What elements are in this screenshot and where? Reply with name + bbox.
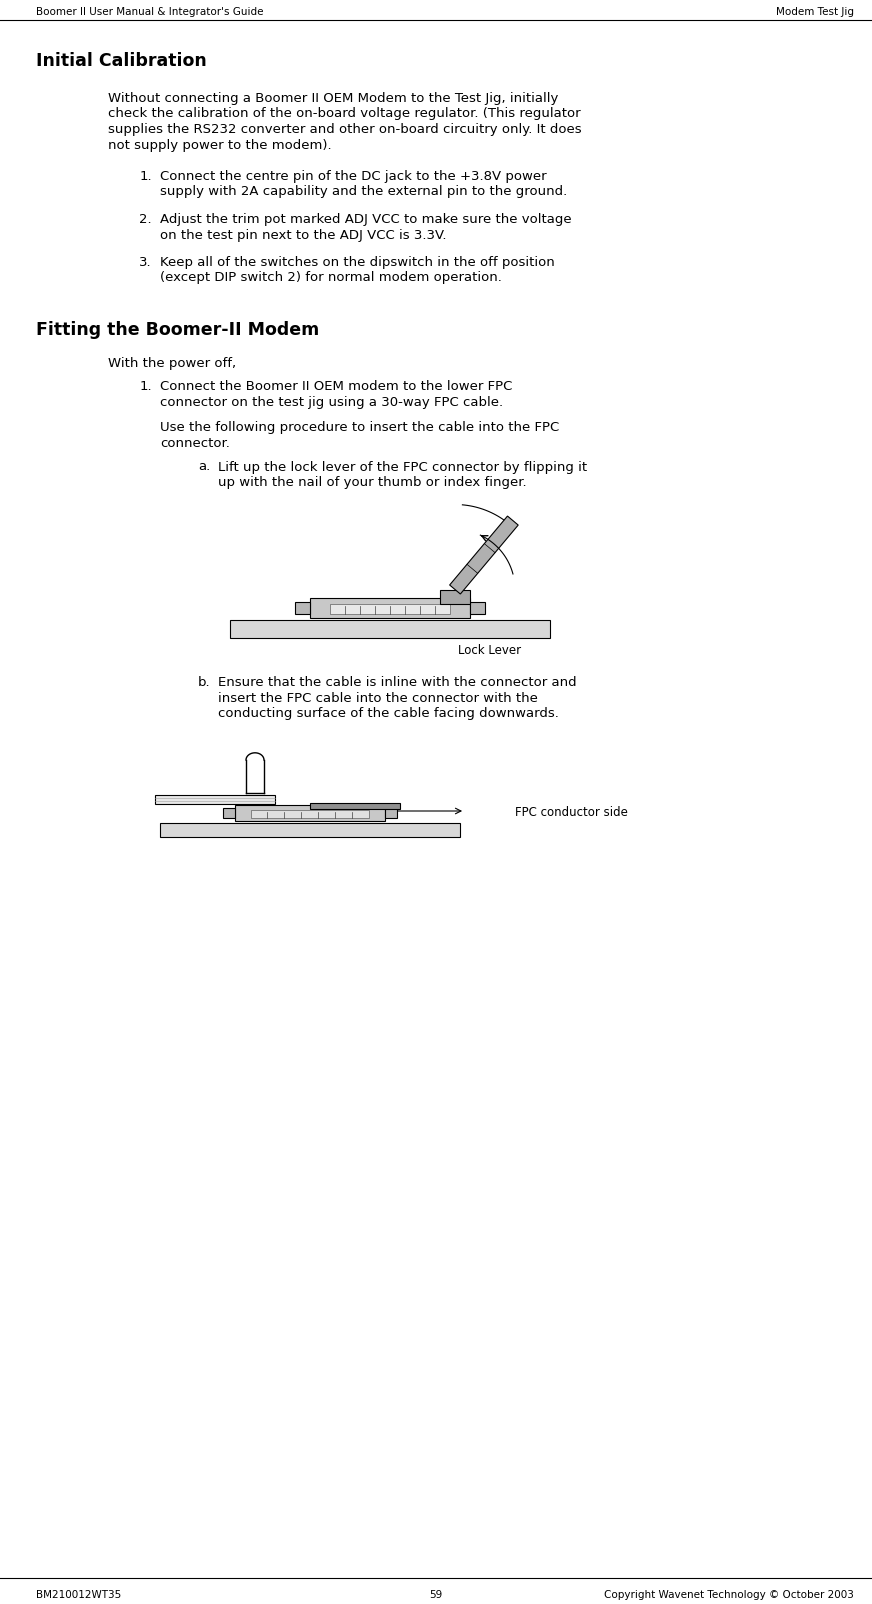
Text: Use the following procedure to insert the cable into the FPC: Use the following procedure to insert th… <box>160 422 559 435</box>
Bar <box>310 804 400 808</box>
Bar <box>330 603 450 613</box>
Bar <box>251 810 369 818</box>
Bar <box>155 796 275 804</box>
Text: insert the FPC cable into the connector with the: insert the FPC cable into the connector … <box>218 691 538 706</box>
Text: 3.: 3. <box>140 257 152 269</box>
Bar <box>470 602 485 613</box>
Text: Adjust the trim pot marked ADJ VCC to make sure the voltage: Adjust the trim pot marked ADJ VCC to ma… <box>160 213 572 226</box>
Text: 1.: 1. <box>140 380 152 393</box>
Text: conducting surface of the cable facing downwards.: conducting surface of the cable facing d… <box>218 707 559 720</box>
Bar <box>160 823 460 837</box>
Text: Fitting the Boomer-II Modem: Fitting the Boomer-II Modem <box>36 321 319 338</box>
Text: Modem Test Jig: Modem Test Jig <box>776 6 854 18</box>
Text: Initial Calibration: Initial Calibration <box>36 51 207 71</box>
Text: supply with 2A capability and the external pin to the ground.: supply with 2A capability and the extern… <box>160 186 568 199</box>
Bar <box>440 590 470 603</box>
Text: Copyright Wavenet Technology © October 2003: Copyright Wavenet Technology © October 2… <box>604 1590 854 1601</box>
Bar <box>223 808 235 818</box>
Text: 59: 59 <box>429 1590 443 1601</box>
Text: (except DIP switch 2) for normal modem operation.: (except DIP switch 2) for normal modem o… <box>160 271 502 284</box>
Text: b.: b. <box>197 677 210 690</box>
Polygon shape <box>450 516 518 593</box>
Text: Connect the Boomer II OEM modem to the lower FPC: Connect the Boomer II OEM modem to the l… <box>160 380 513 393</box>
Text: 1.: 1. <box>140 170 152 183</box>
Text: With the power off,: With the power off, <box>108 358 236 371</box>
Text: BM210012WT35: BM210012WT35 <box>36 1590 121 1601</box>
Text: Connect the centre pin of the DC jack to the +3.8V power: Connect the centre pin of the DC jack to… <box>160 170 547 183</box>
Text: Boomer II User Manual & Integrator's Guide: Boomer II User Manual & Integrator's Gui… <box>36 6 263 18</box>
Text: Lift up the lock lever of the FPC connector by flipping it: Lift up the lock lever of the FPC connec… <box>218 460 587 473</box>
Text: Lock Lever: Lock Lever <box>459 645 521 658</box>
Bar <box>235 805 385 821</box>
Text: connector.: connector. <box>160 436 230 451</box>
Text: connector on the test jig using a 30-way FPC cable.: connector on the test jig using a 30-way… <box>160 396 503 409</box>
Bar <box>295 602 310 613</box>
Text: supplies the RS232 converter and other on-board circuitry only. It does: supplies the RS232 converter and other o… <box>108 124 582 136</box>
Bar <box>385 808 397 818</box>
Bar <box>310 598 470 618</box>
Text: 2.: 2. <box>140 213 152 226</box>
Text: a.: a. <box>198 460 210 473</box>
Text: check the calibration of the on-board voltage regulator. (This regulator: check the calibration of the on-board vo… <box>108 107 581 120</box>
Text: not supply power to the modem).: not supply power to the modem). <box>108 138 331 151</box>
Bar <box>230 619 550 637</box>
Text: up with the nail of your thumb or index finger.: up with the nail of your thumb or index … <box>218 476 527 489</box>
Text: Keep all of the switches on the dipswitch in the off position: Keep all of the switches on the dipswitc… <box>160 257 555 269</box>
Text: Without connecting a Boomer II OEM Modem to the Test Jig, initially: Without connecting a Boomer II OEM Modem… <box>108 91 558 104</box>
Text: on the test pin next to the ADJ VCC is 3.3V.: on the test pin next to the ADJ VCC is 3… <box>160 228 446 242</box>
Text: Ensure that the cable is inline with the connector and: Ensure that the cable is inline with the… <box>218 677 576 690</box>
Text: FPC conductor side: FPC conductor side <box>515 807 628 820</box>
